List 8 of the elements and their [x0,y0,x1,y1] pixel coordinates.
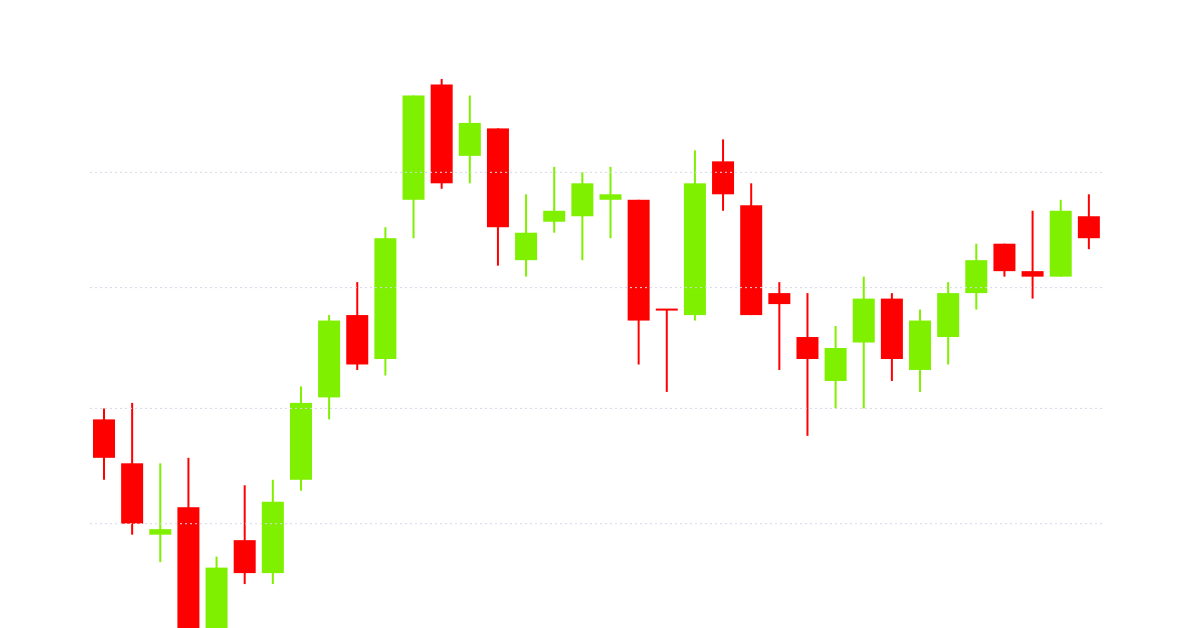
candlestick [654,308,679,393]
candlestick [796,292,819,437]
candlestick [149,462,172,564]
candlestick [599,165,622,240]
candlestick [1077,193,1100,251]
candlestick [543,165,566,234]
candlestick [768,281,791,371]
candlestick [1021,209,1044,300]
